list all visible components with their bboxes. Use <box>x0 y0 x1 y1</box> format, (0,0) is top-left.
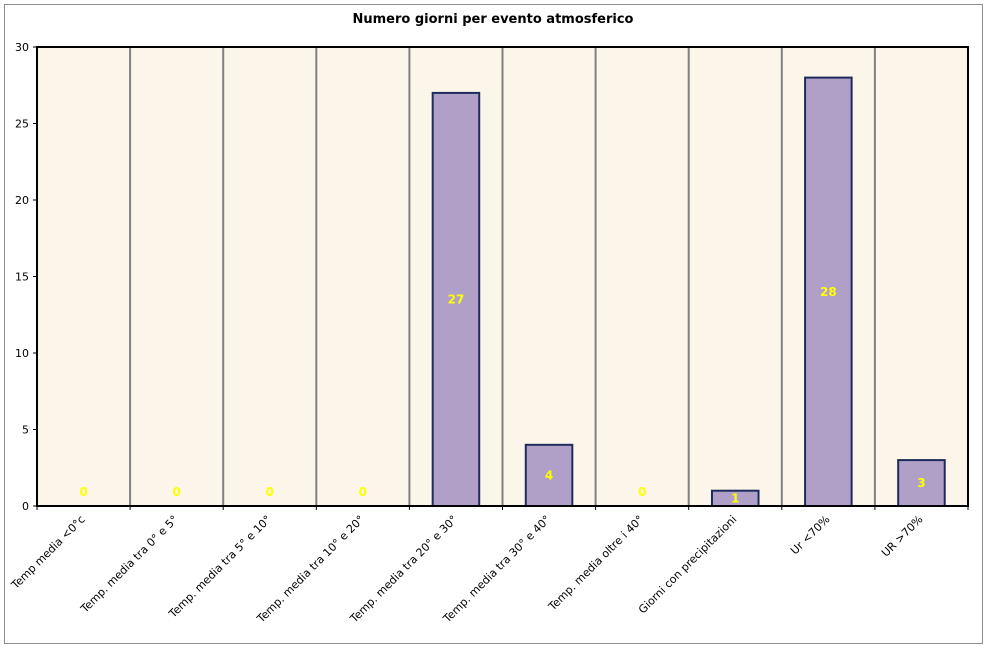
x-tick-label: Giorni con precipitazioni <box>636 513 739 616</box>
data-label: 4 <box>545 468 553 482</box>
y-tick-label: 5 <box>22 424 29 437</box>
data-label: 0 <box>172 485 180 499</box>
bar <box>804 76 853 507</box>
data-label: 1 <box>731 491 739 505</box>
x-tick-label: Temp media <0°c <box>8 513 87 592</box>
x-tick-label: Temp. media tra 20° e 30° <box>347 513 460 626</box>
data-label: 27 <box>448 292 465 306</box>
x-tick-label: Temp. media tra 0° e 5° <box>78 513 181 616</box>
data-label: 0 <box>359 485 367 499</box>
y-tick-label: 20 <box>15 194 29 207</box>
bar <box>431 91 481 508</box>
data-label: 0 <box>266 485 274 499</box>
data-label: 3 <box>917 476 925 490</box>
y-tick-label: 0 <box>22 500 29 513</box>
gridlines <box>129 47 876 506</box>
x-tick-label: Temp. media tra 10° e 20° <box>254 513 367 626</box>
data-labels: 0 0 0 0 27 4 0 1 28 3 <box>79 285 925 506</box>
y-tick-label: 15 <box>15 271 29 284</box>
data-label: 0 <box>638 485 646 499</box>
data-label: 0 <box>79 485 87 499</box>
y-tick-label: 30 <box>15 41 29 54</box>
data-label: 28 <box>820 285 837 299</box>
y-axis: 0 5 10 15 20 25 30 <box>15 41 37 513</box>
x-tick-label: Ur <70% <box>788 513 832 557</box>
x-tick-label: Temp. media tra 30° e 40° <box>440 513 553 626</box>
y-tick-label: 10 <box>15 347 29 360</box>
chart-title: Numero giorni per evento atmosferico <box>352 12 634 27</box>
x-tick-label: Temp. media oltre i 40° <box>545 513 646 614</box>
bar <box>897 459 946 508</box>
x-tick-label: UR >70% <box>879 513 926 560</box>
bars <box>431 76 946 508</box>
x-tick-label: Temp. media tra 5° e 10° <box>166 513 274 621</box>
y-tick-label: 25 <box>15 118 29 131</box>
bar <box>524 443 574 507</box>
